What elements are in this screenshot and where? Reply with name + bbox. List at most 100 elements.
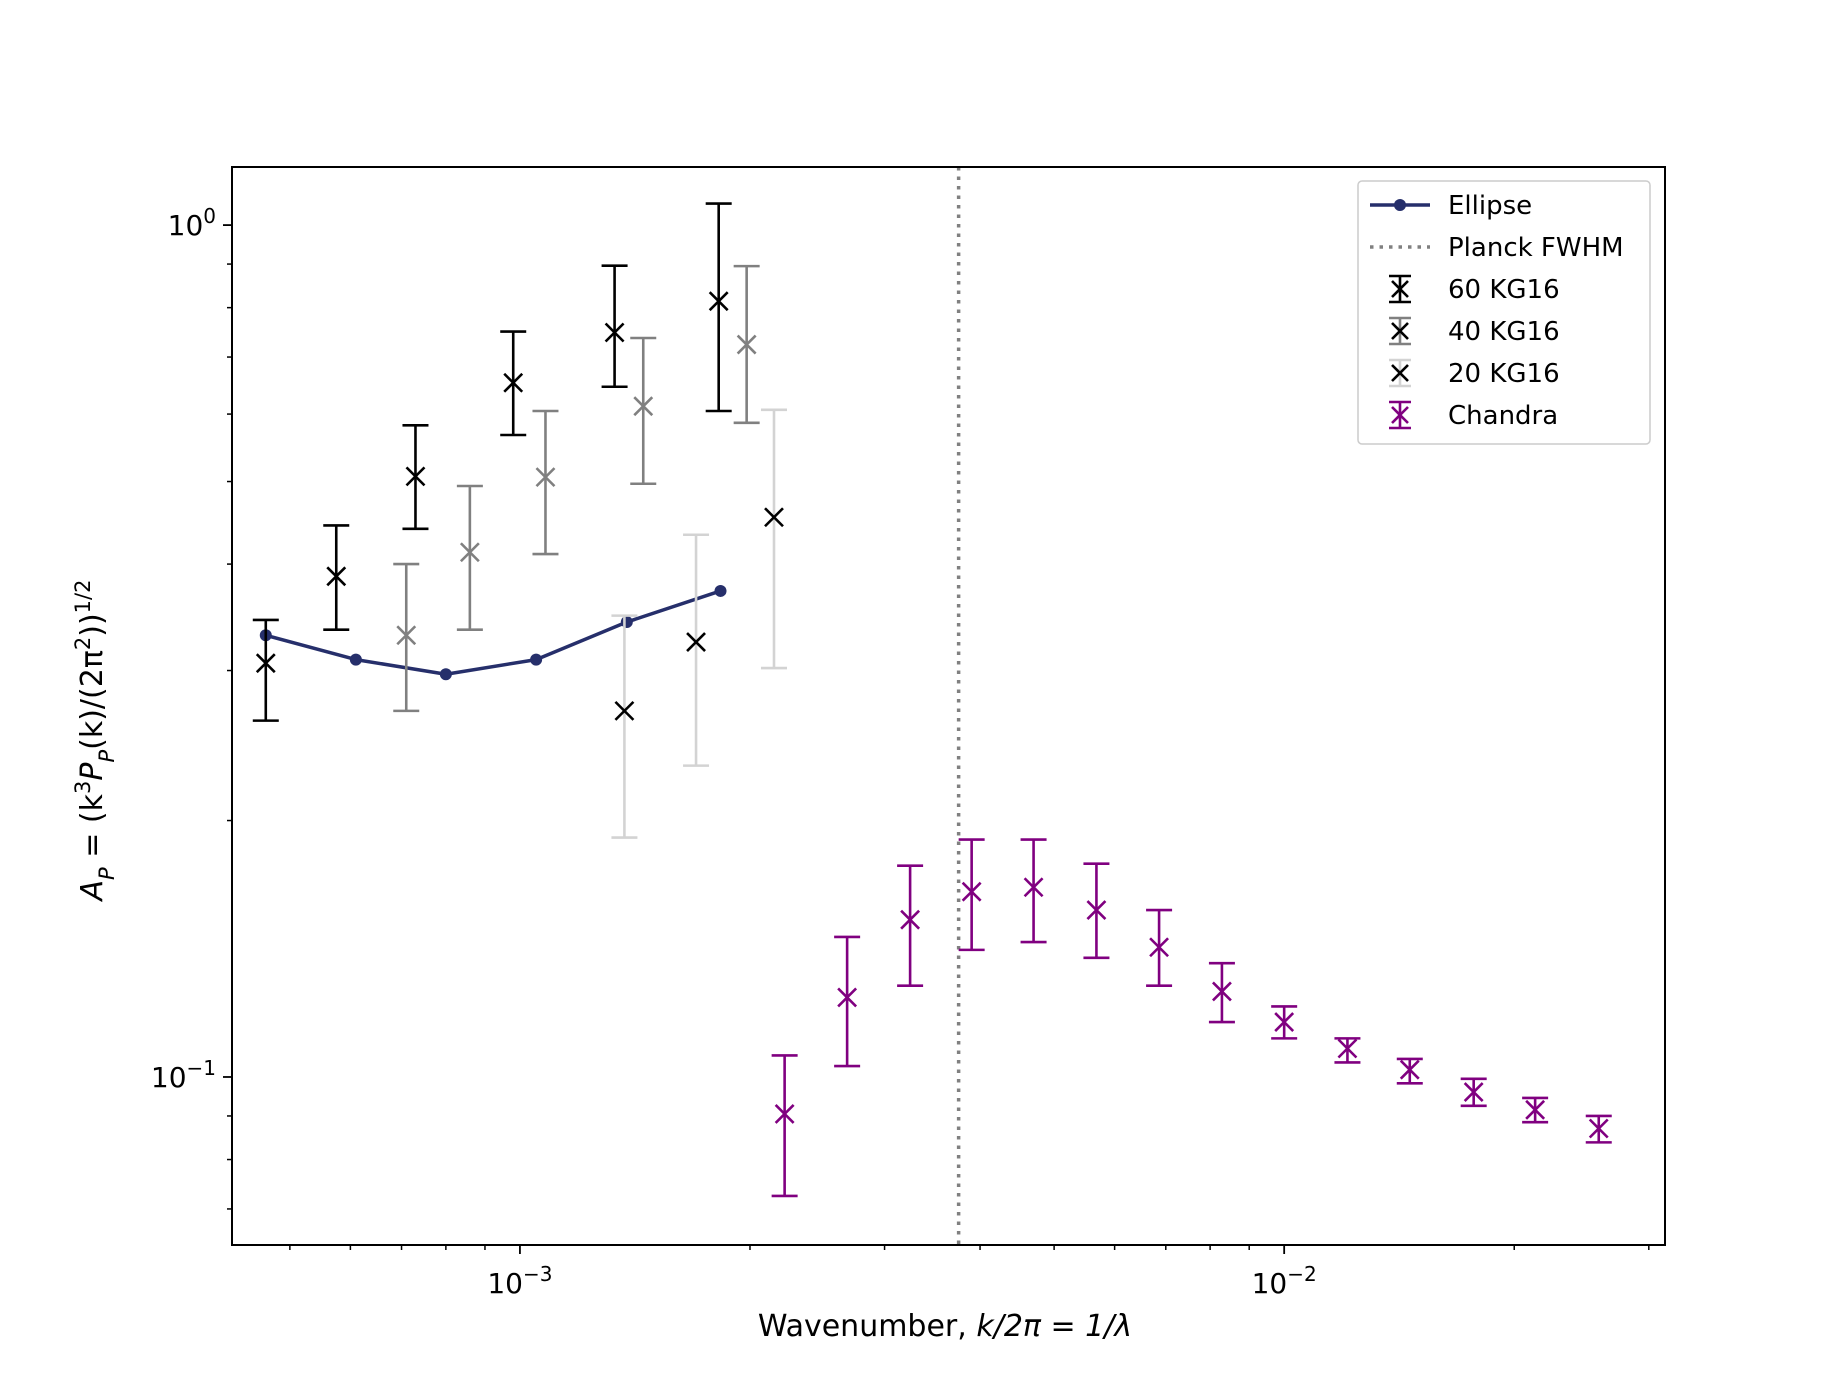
series-20-kg16	[611, 408, 787, 839]
x-marker-stroke	[326, 566, 347, 587]
x-marker-stroke	[1399, 1059, 1420, 1080]
x-marker-stroke	[837, 987, 858, 1008]
x-marker-stroke	[1463, 1082, 1484, 1103]
ellipse-line	[265, 589, 722, 676]
legend-marker	[1391, 364, 1409, 382]
data-marker	[686, 632, 706, 652]
x-marker-stroke	[686, 632, 706, 652]
x-marker-stroke	[503, 372, 524, 393]
errorbar-point	[402, 424, 429, 531]
x-marker-stroke	[1212, 981, 1232, 1002]
errorbar-point	[393, 562, 420, 713]
errorbar-point	[733, 264, 760, 425]
x-marker-stroke	[708, 291, 729, 312]
legend-entry-40-kg16: 40 KG16	[1389, 316, 1560, 347]
data-marker	[1337, 1038, 1358, 1059]
errorbar-point	[1020, 838, 1047, 944]
legend-label: 40 KG16	[1448, 317, 1560, 347]
x-marker-stroke	[614, 700, 635, 721]
x-axis-label-math: k/2π = 1/λ	[976, 1309, 1132, 1344]
data-marker	[1023, 877, 1044, 898]
errorbar-point	[1083, 862, 1110, 960]
legend-marker	[1391, 280, 1409, 298]
data-marker	[255, 653, 276, 674]
legend-entry-20-kg16: 20 KG16	[1389, 358, 1560, 389]
x-marker-stroke	[1391, 280, 1409, 298]
errorbar-point	[500, 330, 527, 437]
errorbar-point	[532, 409, 559, 556]
data-marker	[1525, 1099, 1546, 1120]
x-tick-label: 10−2	[1252, 1262, 1317, 1300]
y-axis-label: AP = (k3PP(k)/(2π2))1/2	[71, 580, 119, 903]
errorbar-point	[1208, 961, 1235, 1024]
x-axis: 10−3 10−2	[289, 1245, 1650, 1300]
data-marker	[1149, 937, 1170, 958]
x-marker-stroke	[1588, 1118, 1609, 1139]
y-tick-label: 100	[168, 204, 216, 242]
errorbar-point	[1522, 1096, 1549, 1124]
x-marker-stroke	[1149, 937, 1170, 958]
x-marker-stroke	[1337, 1038, 1358, 1059]
legend-label: Ellipse	[1448, 191, 1532, 221]
data-marker	[405, 466, 426, 487]
x-marker-stroke	[900, 909, 921, 930]
legend-marker	[1391, 406, 1409, 424]
x-marker-stroke	[1023, 877, 1044, 898]
data-marker	[736, 334, 757, 355]
legend-entry-planck-fwhm: Planck FWHM	[1370, 233, 1624, 263]
ellipse-point	[439, 668, 452, 681]
errorbar-point	[252, 618, 279, 722]
data-marker	[1399, 1059, 1420, 1080]
ellipse-point	[530, 653, 543, 666]
errorbar-point	[323, 524, 350, 631]
legend-label: 60 KG16	[1448, 275, 1560, 305]
data-layer	[252, 167, 1612, 1245]
series-chandra	[771, 838, 1612, 1198]
x-marker-stroke	[764, 507, 784, 528]
errorbar-point	[611, 614, 638, 839]
ellipse-point	[349, 653, 362, 666]
legend-label: Planck FWHM	[1448, 233, 1624, 263]
x-marker-stroke	[1525, 1099, 1546, 1120]
x-marker-stroke	[1391, 406, 1409, 424]
series-ellipse	[259, 584, 727, 681]
y-tick-label: 10−1	[151, 1056, 216, 1094]
data-marker	[503, 372, 524, 393]
data-marker	[459, 542, 480, 563]
series-60-kg16	[252, 202, 732, 722]
data-marker	[1463, 1082, 1484, 1103]
data-marker	[1274, 1012, 1295, 1032]
errorbar-point	[1146, 908, 1173, 987]
data-marker	[961, 881, 982, 902]
errorbar-point	[1585, 1114, 1612, 1144]
data-marker	[900, 909, 921, 930]
data-marker	[1588, 1118, 1609, 1139]
x-marker-stroke	[1274, 1012, 1295, 1032]
x-marker-stroke	[774, 1103, 795, 1124]
errorbar-point	[683, 533, 710, 767]
data-marker	[1086, 900, 1107, 921]
data-marker	[604, 322, 625, 343]
x-marker-stroke	[535, 467, 556, 488]
errorbar-point	[1396, 1057, 1423, 1085]
x-tick-label: 10−3	[487, 1262, 552, 1300]
x-marker-stroke	[1391, 322, 1409, 340]
x-axis-label: Wavenumber, k/2π = 1/λ	[758, 1309, 1132, 1344]
data-marker	[774, 1103, 795, 1124]
x-marker-stroke	[1086, 900, 1107, 921]
errorbar-point	[1460, 1077, 1487, 1108]
data-marker	[764, 507, 784, 528]
x-marker-stroke	[961, 881, 982, 902]
x-axis-label-main: Wavenumber,	[758, 1309, 977, 1344]
errorbar-point	[456, 484, 483, 631]
legend-entry-60-kg16: 60 KG16	[1389, 274, 1560, 305]
legend-marker	[1394, 199, 1406, 211]
data-marker	[396, 625, 417, 646]
errorbar-point	[760, 408, 787, 670]
legend: Ellipse Planck FWHM 60 KG16 40 KG16 20 KG16 C…	[1357, 180, 1651, 445]
data-marker	[837, 987, 858, 1008]
plot-frame	[231, 166, 1666, 1246]
legend-entry-chandra: Chandra	[1389, 400, 1558, 431]
errorbar-point	[958, 838, 985, 952]
